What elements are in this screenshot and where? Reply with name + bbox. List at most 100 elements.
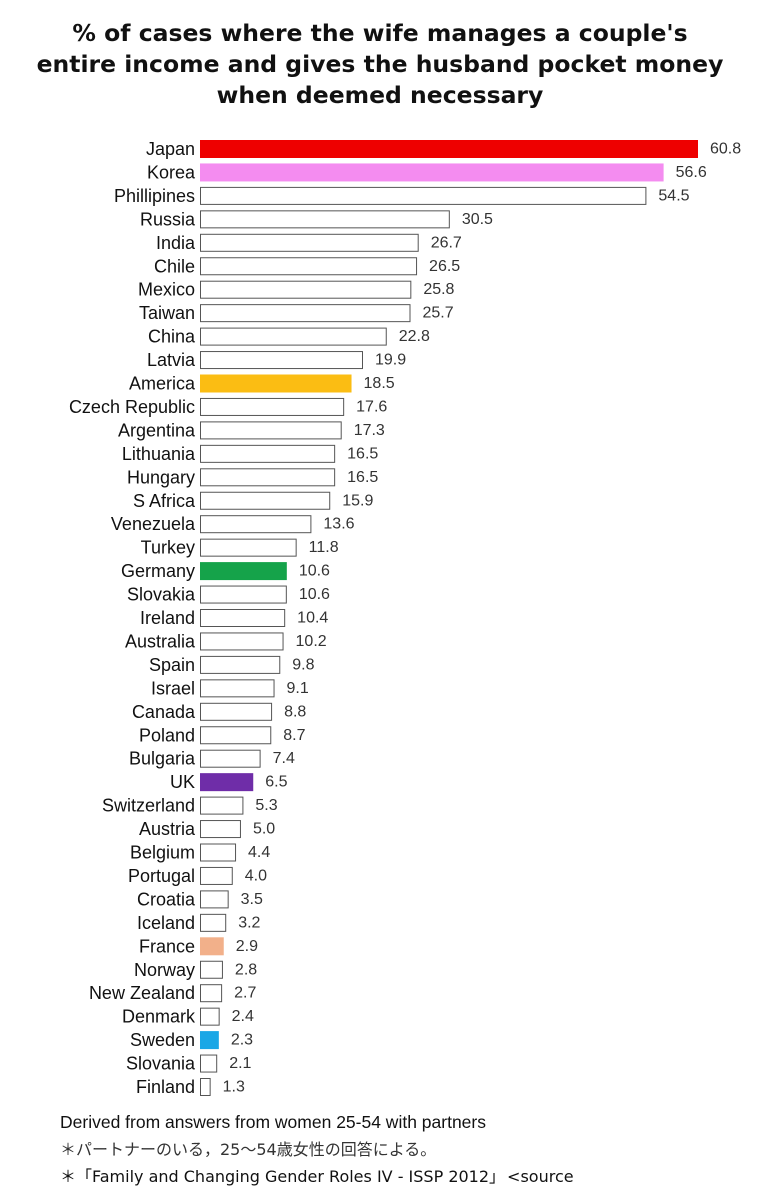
bar: [200, 304, 411, 323]
bar: [200, 397, 345, 416]
value-label: 10.2: [296, 633, 327, 650]
value-label: 56.6: [676, 164, 707, 181]
category-label: Finland: [136, 1077, 195, 1097]
value-label: 4.0: [245, 867, 267, 884]
value-label: 22.8: [399, 328, 430, 345]
bar: [200, 562, 287, 581]
bar-chart: Japan 60.8 Korea 56.6 Phillipines 54.5 Russia 3…: [69, 139, 741, 1097]
bar: [200, 233, 419, 252]
source-citation: ＊「Family and Changing Gender Roles IV - …: [60, 1167, 506, 1186]
category-label: Switzerland: [102, 796, 195, 816]
category-label: Mexico: [138, 280, 195, 300]
bar: [200, 257, 418, 276]
category-label: Argentina: [118, 420, 196, 440]
category-label: Croatia: [137, 889, 196, 909]
source-note: ＊「Family and Changing Gender Roles IV - …: [60, 1163, 574, 1187]
bar: [200, 843, 237, 862]
value-label: 2.8: [235, 961, 257, 978]
bar: [200, 585, 287, 604]
value-label: 10.4: [297, 610, 328, 627]
value-label: 25.7: [423, 305, 454, 322]
value-label: 11.8: [309, 539, 339, 556]
bar: [200, 374, 352, 393]
category-label: Australia: [125, 631, 196, 651]
bar: [200, 655, 281, 674]
bar: [200, 726, 272, 745]
value-label: 16.5: [347, 445, 378, 462]
bar: [200, 796, 244, 815]
category-label: Poland: [139, 725, 195, 745]
category-label: Hungary: [127, 467, 195, 487]
bar: [200, 937, 224, 956]
category-label: Belgium: [130, 843, 195, 863]
category-label: France: [139, 936, 195, 956]
value-label: 6.5: [265, 774, 287, 791]
value-label: 3.2: [238, 914, 260, 931]
category-label: India: [156, 233, 196, 253]
category-label: Japan: [146, 139, 195, 159]
category-label: Sweden: [130, 1030, 195, 1050]
respondent-note: Derived from answers from women 25-54 wi…: [60, 1112, 486, 1132]
value-label: 2.9: [236, 938, 258, 955]
category-label: Phillipines: [114, 186, 195, 206]
bar: [200, 960, 223, 979]
category-label: Latvia: [147, 350, 196, 370]
category-label: Venezuela: [111, 514, 196, 534]
bar: [200, 632, 284, 651]
bar: [200, 186, 647, 205]
bar: [200, 702, 273, 721]
bar: [200, 210, 450, 229]
category-label: Slovakia: [127, 585, 196, 605]
value-label: 5.0: [253, 821, 275, 838]
bar: [200, 1078, 211, 1096]
respondent-note-japanese: ＊パートナーのいる，25～54歳女性の回答による。: [60, 1140, 437, 1159]
bar: [200, 163, 664, 182]
value-label: 25.8: [423, 281, 454, 298]
category-label: Chile: [154, 256, 195, 276]
bar: [200, 491, 331, 510]
category-label: Russia: [140, 209, 196, 229]
category-label: Canada: [132, 702, 196, 722]
bar: [200, 890, 229, 909]
category-label: Turkey: [141, 538, 195, 558]
bar: [200, 140, 698, 158]
category-label: UK: [170, 772, 195, 792]
bar: [200, 1054, 218, 1073]
source-suffix: <source: [507, 1167, 574, 1186]
category-label: Czech Republic: [69, 397, 195, 417]
bar: [200, 280, 412, 299]
value-label: 9.1: [287, 680, 309, 697]
category-label: Austria: [139, 819, 196, 839]
bar: [200, 749, 261, 768]
value-label: 2.4: [232, 1008, 254, 1025]
value-label: 15.9: [342, 492, 373, 509]
value-label: 2.7: [234, 985, 256, 1002]
chart-title: % of cases where the wife manages a coup…: [0, 18, 760, 111]
category-label: Ireland: [140, 608, 195, 628]
bar: [200, 327, 387, 346]
bar: [200, 351, 363, 370]
category-label: New Zealand: [89, 983, 195, 1003]
value-label: 60.8: [710, 141, 741, 158]
value-label: 26.7: [431, 234, 462, 251]
value-label: 54.5: [658, 187, 689, 204]
value-label: 19.9: [375, 352, 406, 369]
value-label: 18.5: [364, 375, 395, 392]
value-label: 13.6: [323, 516, 354, 533]
value-label: 2.1: [229, 1055, 251, 1072]
category-label: Iceland: [137, 913, 195, 933]
bar: [200, 444, 336, 463]
bar: [200, 913, 227, 932]
category-label: Germany: [121, 561, 195, 581]
value-label: 9.8: [292, 656, 314, 673]
value-label: 16.5: [347, 469, 378, 486]
value-label: 17.3: [354, 422, 385, 439]
bar: [200, 820, 241, 839]
bar: [200, 679, 275, 698]
category-label: China: [148, 327, 196, 347]
bar: [200, 1007, 220, 1026]
category-label: Norway: [134, 960, 195, 980]
value-label: 10.6: [299, 563, 330, 580]
value-label: 4.4: [248, 844, 270, 861]
category-label: Korea: [147, 162, 196, 182]
